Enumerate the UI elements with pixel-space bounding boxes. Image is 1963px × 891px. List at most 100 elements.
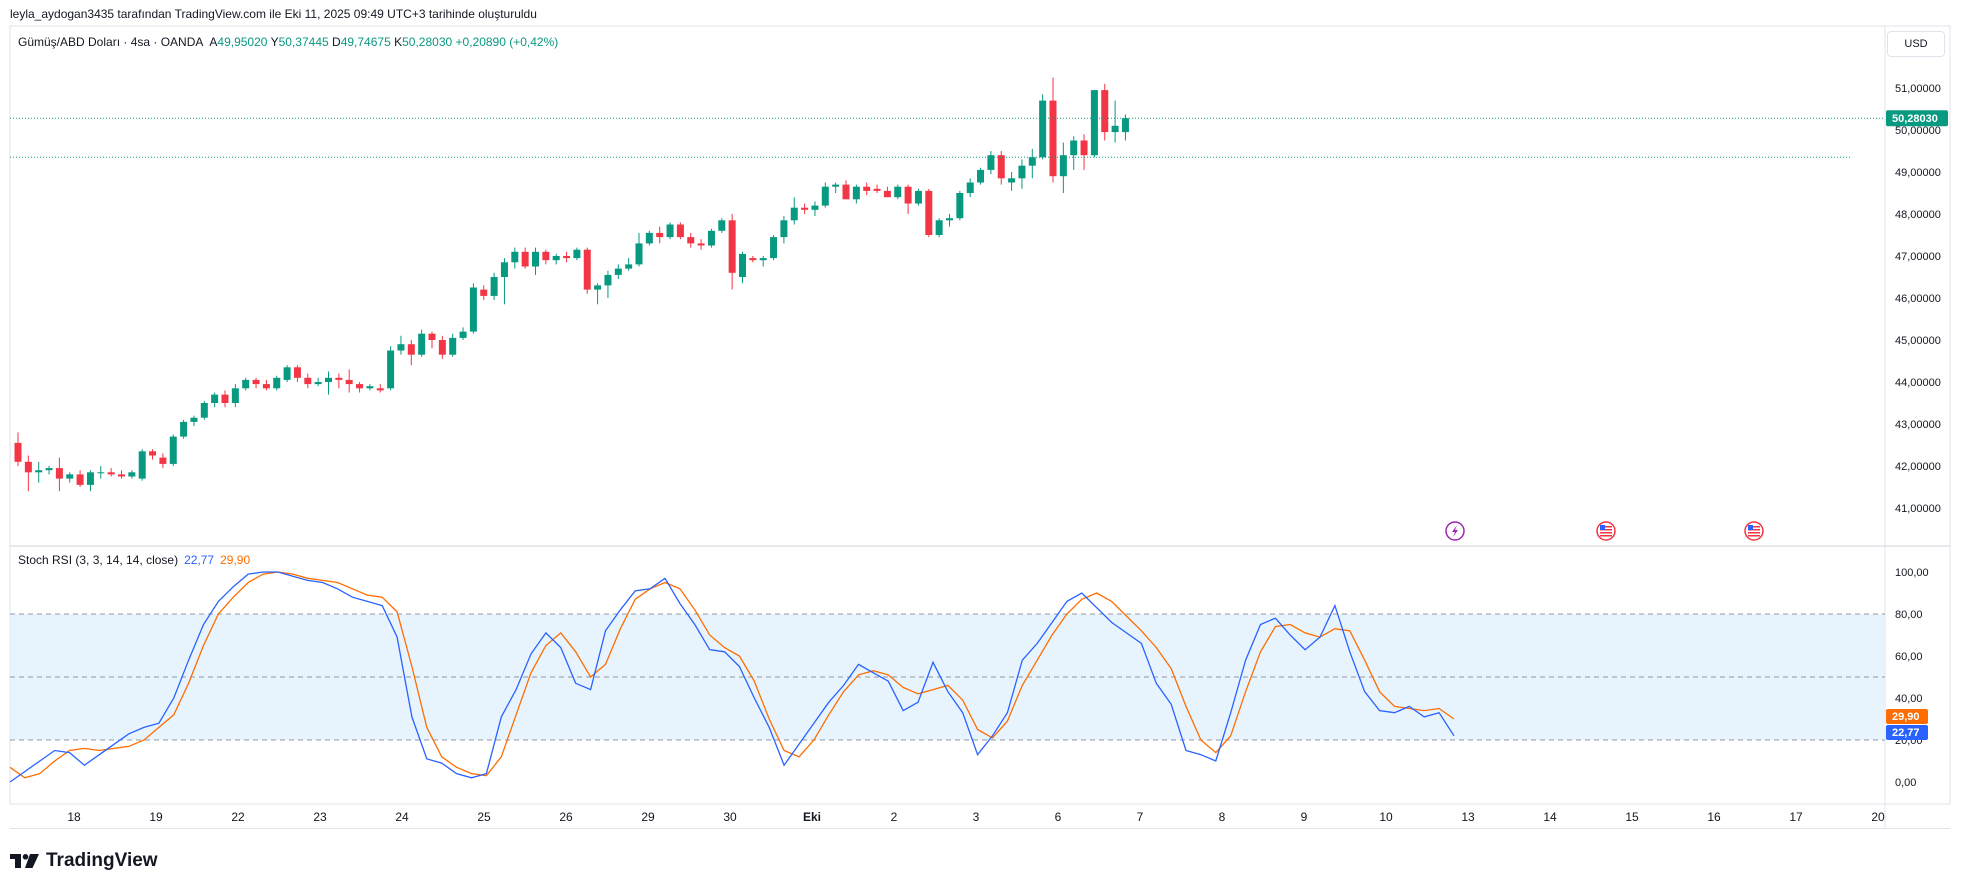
us-flag-stripe — [1748, 526, 1760, 528]
us-flag-stripe — [1600, 526, 1612, 528]
time-tick-label: 16 — [1707, 810, 1721, 824]
candle-body — [511, 251, 519, 263]
candle-body — [314, 382, 322, 385]
candle-body — [242, 379, 250, 389]
us-flag-icon-ring — [1744, 521, 1764, 541]
high-label: Y — [270, 35, 279, 49]
candle-body — [790, 207, 798, 221]
last-price-label: 50,28030 — [1892, 113, 1938, 125]
candle-body — [490, 277, 498, 296]
candle-body — [159, 457, 167, 464]
candle-body — [273, 377, 281, 389]
candle-body — [128, 472, 136, 477]
time-tick-label: 9 — [1301, 810, 1308, 824]
candle-body — [138, 451, 146, 479]
time-tick-label: 6 — [1055, 810, 1062, 824]
candle-body — [325, 377, 332, 382]
us-flag-icon — [1600, 525, 1605, 530]
stoch-tick-label: 0,00 — [1895, 777, 1916, 789]
time-tick-label: 20 — [1871, 810, 1885, 824]
low-value: 49,74675 — [340, 35, 391, 49]
candle-body — [262, 384, 270, 389]
stoch-rsi-pane: 100,00 80,00 60,00 40,00 20,00 0,00 29,90 22,77 — [9, 567, 1929, 789]
candle-body — [252, 379, 260, 385]
us-flag-stripe — [1600, 532, 1612, 534]
price-tick-label: 43,00000 — [1895, 419, 1941, 431]
stoch-title[interactable]: Stoch RSI (3, 3, 14, 14, close) — [18, 553, 179, 567]
candle-body — [728, 220, 736, 273]
high-value: 50,37445 — [278, 35, 329, 49]
candle-body — [180, 421, 188, 437]
candle-body — [645, 232, 653, 244]
candle-body — [542, 251, 550, 261]
lightning-icon — [1452, 525, 1458, 537]
stoch-d-line — [9, 571, 1455, 779]
candle-body — [304, 377, 312, 385]
candle-body — [904, 186, 912, 204]
candle-body — [821, 186, 829, 206]
candle-body — [76, 474, 84, 485]
candle-body — [583, 249, 591, 290]
candle-body — [770, 237, 778, 259]
candle-body — [24, 461, 32, 473]
stoch-d-value: 29,90 — [220, 553, 251, 567]
candle-body — [407, 344, 415, 355]
candle-body — [1059, 155, 1067, 177]
time-tick-label: 19 — [149, 810, 163, 824]
candle-body — [614, 268, 622, 275]
us-flag-stripe — [1600, 535, 1612, 537]
candle-body — [914, 190, 922, 204]
candle-body — [1121, 118, 1129, 133]
time-tick-label: 15 — [1625, 810, 1639, 824]
chart-caption: leyla_aydogan3435 tarafından TradingView… — [10, 7, 537, 21]
candle-body — [801, 207, 809, 210]
time-tick-label: 26 — [559, 810, 573, 824]
tradingview-logo[interactable]: TradingView — [10, 850, 158, 872]
candle-body — [500, 262, 508, 277]
change-value: +0,20890 (+0,42%) — [455, 35, 559, 49]
chart-border — [9, 25, 1951, 805]
candle-body — [283, 367, 291, 380]
tradingview-logo-icon — [10, 854, 39, 868]
candle-body — [563, 256, 571, 259]
candle-body — [1101, 90, 1109, 133]
candle-body — [200, 403, 208, 418]
stoch-band — [10, 614, 1885, 740]
candle-body — [759, 258, 767, 261]
candle-body — [387, 350, 395, 389]
time-tick-label: 14 — [1543, 810, 1557, 824]
candle-body — [1049, 100, 1057, 177]
us-flag-stripe — [1748, 535, 1760, 537]
currency-button[interactable]: USD — [1887, 31, 1945, 57]
symbol-name[interactable]: Gümüş/ABD Doları · 4sa · OANDA — [18, 35, 204, 49]
time-tick-label: 10 — [1379, 810, 1393, 824]
candle-body — [345, 379, 353, 385]
event-markers[interactable] — [1445, 521, 1764, 541]
candle-body — [190, 417, 198, 422]
price-tick-label: 45,00000 — [1895, 335, 1941, 347]
candle-body — [997, 155, 1005, 179]
candle-body — [149, 451, 157, 456]
time-tick-label: 30 — [723, 810, 737, 824]
price-tick-label: 44,00000 — [1895, 377, 1941, 389]
candle-body — [14, 442, 22, 462]
price-axis: 51,00000 50,00000 49,00000 48,00000 47,00000… — [1895, 83, 1941, 515]
stoch-tick-label: 100,00 — [1895, 567, 1929, 579]
time-tick-label: 2 — [891, 810, 898, 824]
candle-body — [966, 182, 974, 193]
candlestick-series — [14, 77, 1129, 492]
candle-body — [925, 190, 933, 235]
low-label: D — [332, 35, 341, 49]
price-lines: 50,28030 — [10, 110, 1948, 158]
time-tick-label: 3 — [973, 810, 980, 824]
time-tick-label: 24 — [395, 810, 409, 824]
candle-body — [1018, 165, 1026, 179]
close-value: 50,28030 — [402, 35, 453, 49]
stoch-k-value: 22,77 — [184, 553, 215, 567]
candle-body — [86, 472, 94, 485]
candle-body — [1080, 140, 1088, 156]
candle-body — [666, 224, 674, 238]
time-tick-label: 23 — [313, 810, 327, 824]
candle-body — [1090, 90, 1098, 156]
